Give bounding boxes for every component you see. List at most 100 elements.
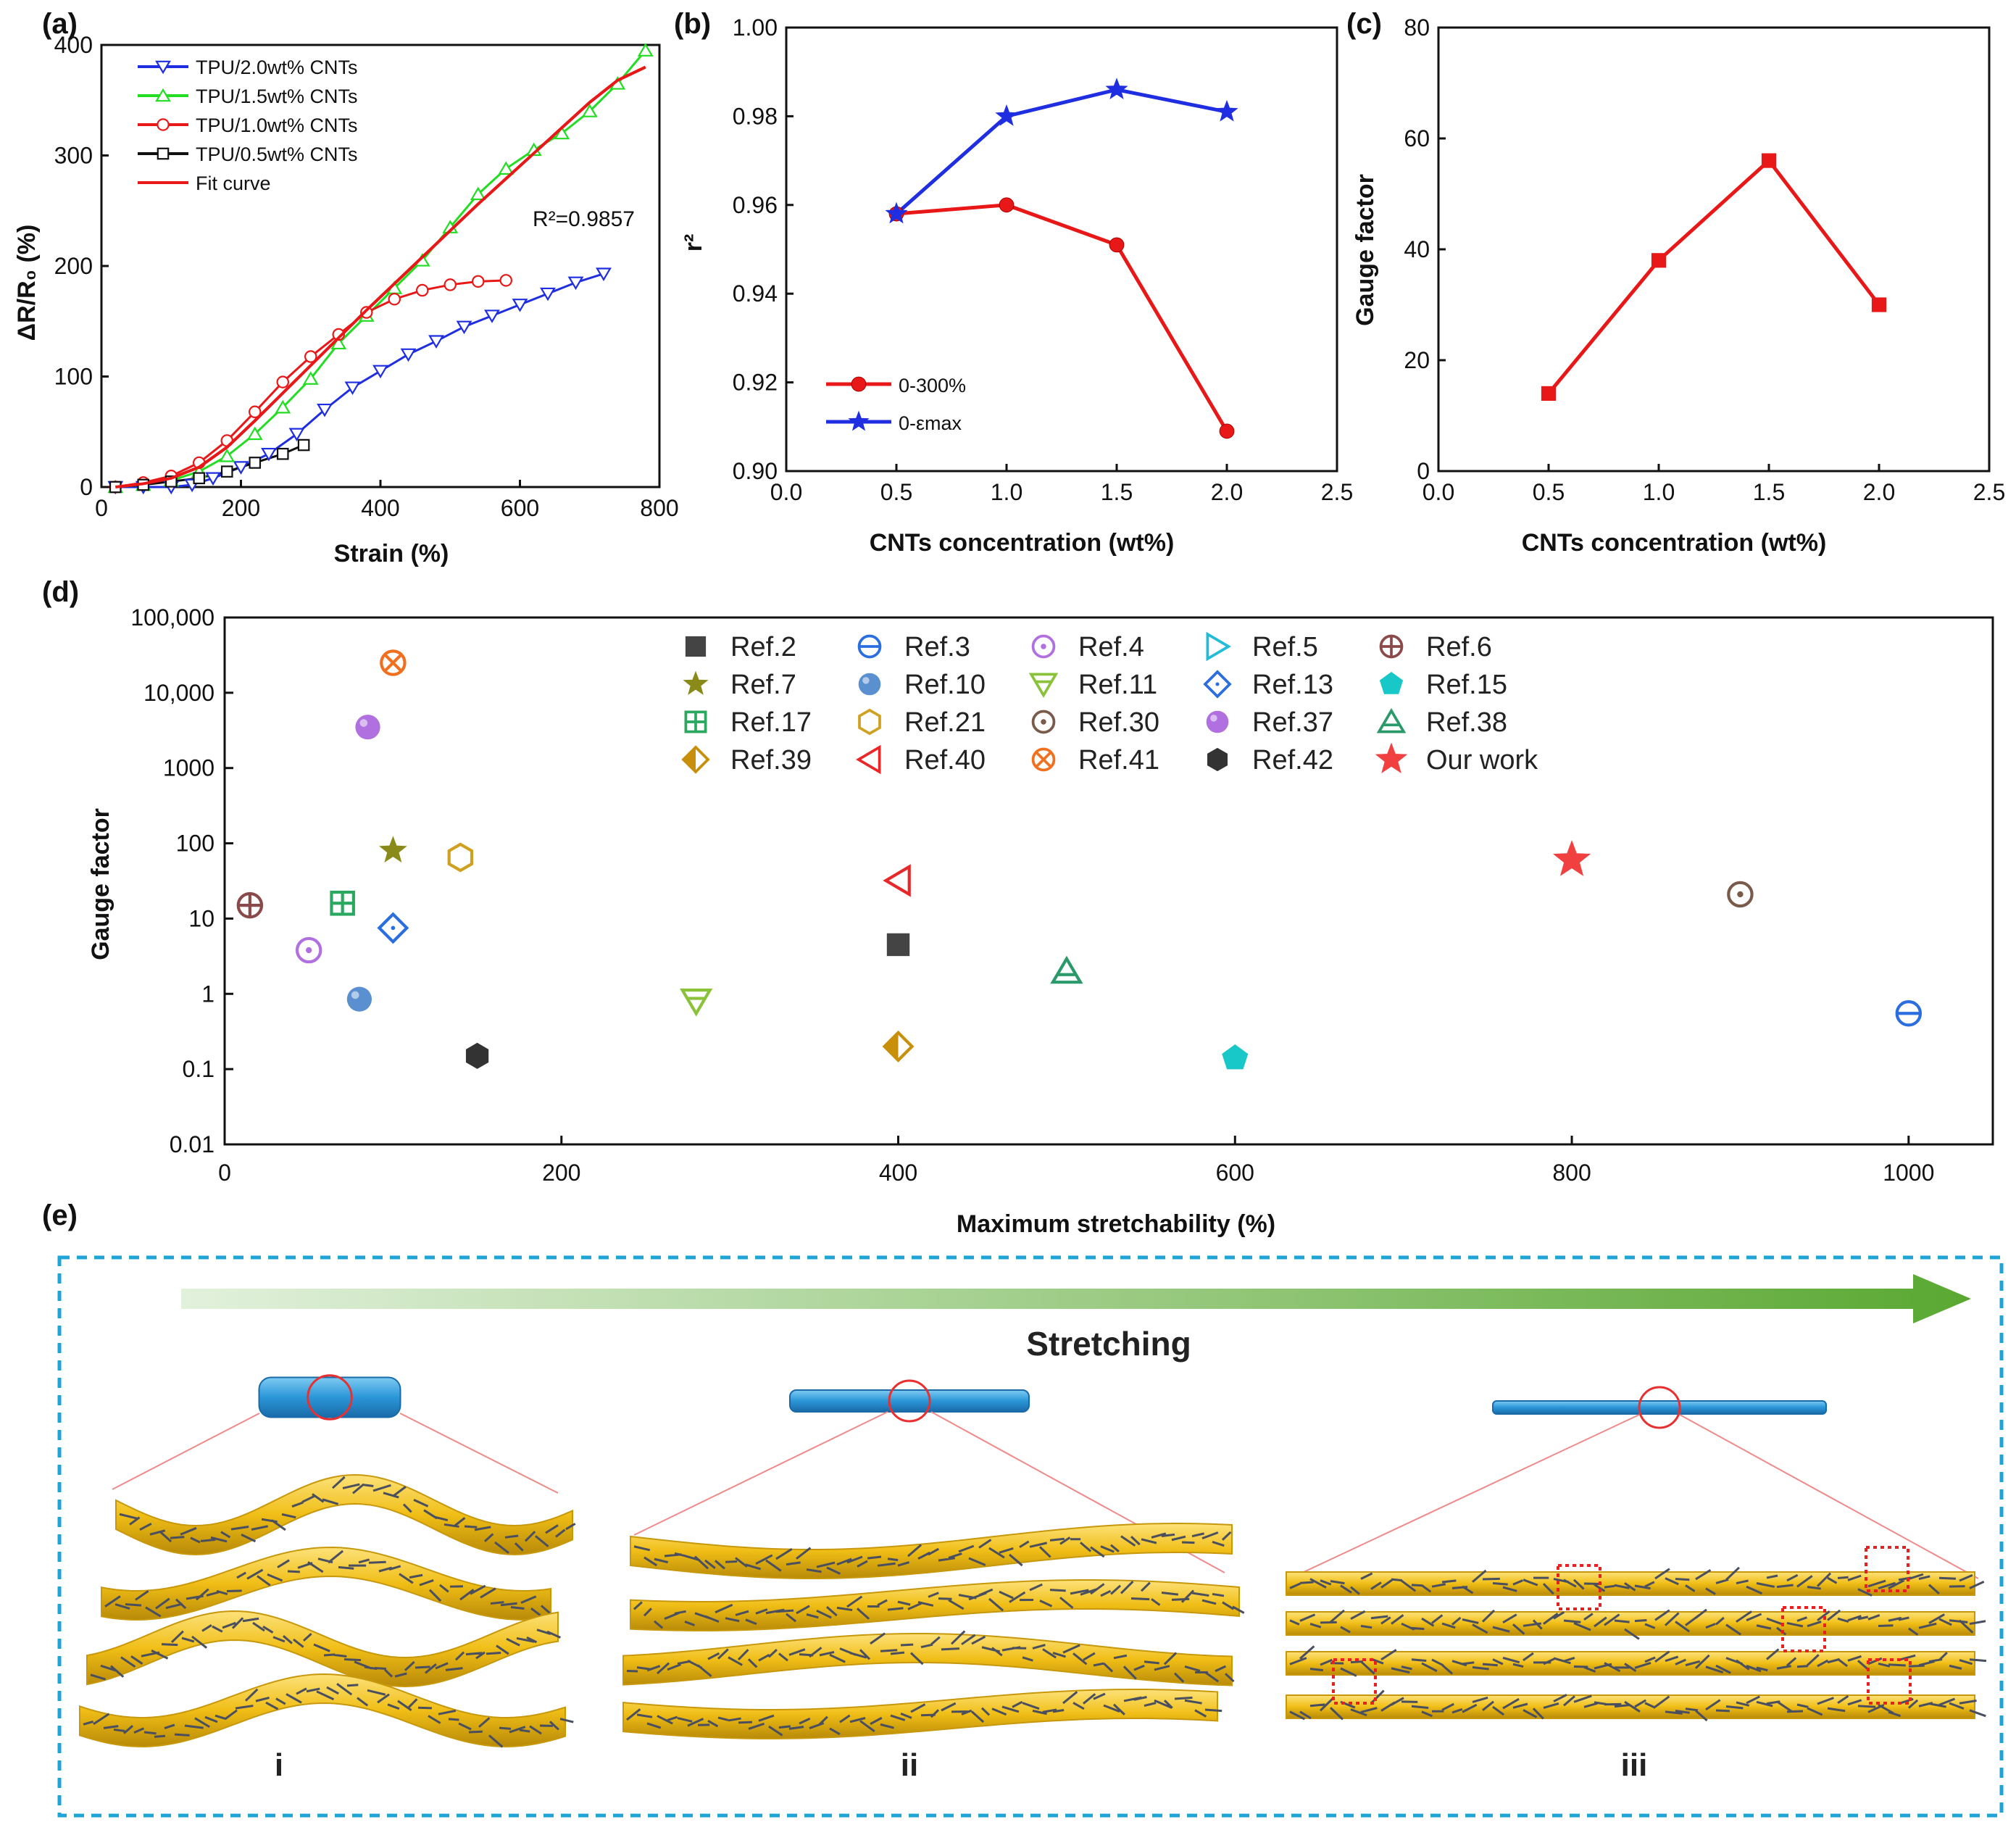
- panel-d-legend-marker-shape: [858, 673, 881, 696]
- panel-d-legend-marker-half: [683, 747, 696, 772]
- panel-d-legend-marker: [1379, 672, 1404, 694]
- panel-d-point-ref-42: [465, 1042, 489, 1069]
- panel-c-ytick-label: 0: [1417, 458, 1430, 484]
- cnt-network: [83, 1683, 574, 1748]
- panel-d-chart: Maximum stretchability (%) Gauge factor …: [87, 604, 1994, 1238]
- panel-a-xtick-label: 600: [501, 495, 539, 521]
- cnt-network: [104, 1550, 551, 1618]
- panel-a-point-shape: [220, 465, 233, 478]
- panel-b-point: [885, 201, 908, 224]
- panel-b-legend-marker-shape: [851, 376, 867, 392]
- panel-a-point: [276, 375, 290, 388]
- panel-d-legend-marker: [684, 710, 707, 733]
- panel-label-e: (e): [42, 1199, 78, 1231]
- panel-a-point: [443, 278, 457, 291]
- cnt-network: [90, 1617, 562, 1681]
- panel-c-point-shape: [1541, 386, 1557, 401]
- panel-a-point: [456, 320, 472, 335]
- panel-a-point: [275, 399, 291, 414]
- panel-c-series-line: [1547, 157, 1880, 395]
- panel-d-xlabel: Maximum stretchability (%): [957, 1210, 1275, 1238]
- panel-d-point-ref-3: [1895, 1000, 1923, 1027]
- panel-d-point-ref-21-shape: [447, 842, 474, 873]
- panel-d-legend-label: Ref.3: [904, 632, 970, 662]
- stage-i-fiber: [115, 1473, 573, 1556]
- panel-a-point: [372, 365, 388, 379]
- panel-a-legend-label: TPU/1.5wt% CNTs: [196, 86, 358, 107]
- panel-a-point-shape: [276, 375, 290, 388]
- stage-ii-filament-zoom-circle: [888, 1379, 931, 1423]
- panel-b-point-shape: [1109, 237, 1125, 253]
- panel-d-point-ref-42-shape: [465, 1042, 489, 1069]
- cnt-network: [1289, 1689, 1986, 1722]
- panel-a-point-shape: [596, 267, 612, 281]
- panel-a-point: [360, 306, 373, 319]
- panel-d-legend-marker-shape: [1375, 742, 1408, 773]
- panel-a-point-shape: [276, 447, 289, 460]
- panel-c-ytick-label: 80: [1404, 14, 1430, 41]
- panel-b-chart: CNTs concentration (wt%) r² 0-300% 0-εmax…: [680, 14, 1353, 557]
- panel-b-ytick-label: 0.92: [733, 370, 778, 396]
- panel-d-legend-marker: [683, 670, 709, 695]
- panel-a-point: [249, 405, 262, 419]
- panel-a-r2-annotation: R²=0.9857: [533, 207, 635, 231]
- panel-d-legend-marker: [1379, 634, 1404, 659]
- panel-c-point: [1651, 253, 1667, 268]
- panel-d-legend-marker: [685, 636, 707, 657]
- panel-a-legend-marker-shape: [155, 88, 171, 102]
- panel-b-xtick-label: 1.5: [1101, 479, 1133, 505]
- panel-a-point-shape: [540, 287, 556, 301]
- panel-a-legend-label: TPU/2.0wt% CNTs: [196, 57, 358, 78]
- panel-a-xtick-label: 200: [222, 495, 260, 521]
- panel-d-point-ref-13-dot: [391, 926, 396, 931]
- panel-b-xtick-label: 2.5: [1321, 479, 1353, 505]
- panel-c-ytick-label: 60: [1404, 125, 1430, 151]
- panel-a-point: [332, 328, 346, 341]
- stage-ii-filament: [789, 1389, 1030, 1413]
- panel-b-point: [1219, 423, 1235, 439]
- panel-d-point-ref-41: [380, 649, 407, 676]
- panel-a-ytick-label: 300: [54, 143, 93, 169]
- panel-a-point: [297, 438, 310, 452]
- stretching-arrow: [181, 1274, 1971, 1323]
- panel-a-point-shape: [246, 426, 263, 441]
- panel-d-point-ref-30: [1727, 881, 1754, 908]
- panel-d-legend-marker: [1206, 710, 1229, 733]
- panel-a-point-shape: [302, 371, 319, 385]
- panel-d-ytick-label: 100,000: [130, 604, 214, 631]
- panel-b-xtick-label: 0.0: [770, 479, 802, 505]
- panel-a-point-shape: [360, 306, 373, 319]
- cnt-network: [119, 1476, 576, 1554]
- panel-c-point: [1871, 297, 1887, 312]
- panel-a-point-shape: [484, 309, 500, 323]
- stage-iii-filament: [1492, 1400, 1827, 1415]
- panel-a-point: [554, 125, 570, 140]
- panel-c-ylabel: Gauge factor: [1351, 174, 1379, 326]
- panel-a-point-shape: [470, 186, 486, 201]
- cnt-network: [1289, 1645, 1987, 1677]
- panel-d-legend-label: Ref.10: [904, 670, 986, 700]
- panel-d-point-ref-13: [377, 912, 409, 944]
- panel-b-legend: 0-300% 0-εmax: [826, 375, 966, 434]
- panel-a-point-shape: [499, 274, 512, 287]
- panel-a-point: [415, 283, 429, 297]
- panel-b-legend-marker: [848, 410, 870, 431]
- panel-d-legend-marker: [858, 673, 881, 696]
- panel-a-point-shape: [400, 348, 417, 362]
- panel-d-xtick-label: 600: [1216, 1160, 1254, 1186]
- panel-a-legend-label: TPU/0.5wt% CNTs: [196, 144, 358, 165]
- panel-a-point-shape: [332, 328, 346, 341]
- schematic-dashed-frame: [57, 1255, 2004, 1818]
- panel-c-point-shape: [1871, 297, 1887, 312]
- cnt-network: [1289, 1608, 1986, 1640]
- schematic-stages: [79, 1374, 1987, 1748]
- panel-a-point-shape: [554, 125, 570, 140]
- panel-a-point: [246, 426, 263, 441]
- panel-c-ytick-label: 40: [1404, 236, 1430, 262]
- panel-d-xtick-label: 1000: [1883, 1160, 1934, 1186]
- stage-i-zoom-line: [399, 1413, 559, 1494]
- panel-d-legend: Ref.2 Ref.3 Ref.4 Ref.5 Ref.6 Ref.7 Ref.10 Ref.…: [681, 631, 1538, 775]
- panel-d-legend-marker: [1206, 631, 1231, 662]
- panel-d-legend-label: Ref.40: [904, 745, 986, 775]
- panel-a-series-line-0: [115, 273, 604, 488]
